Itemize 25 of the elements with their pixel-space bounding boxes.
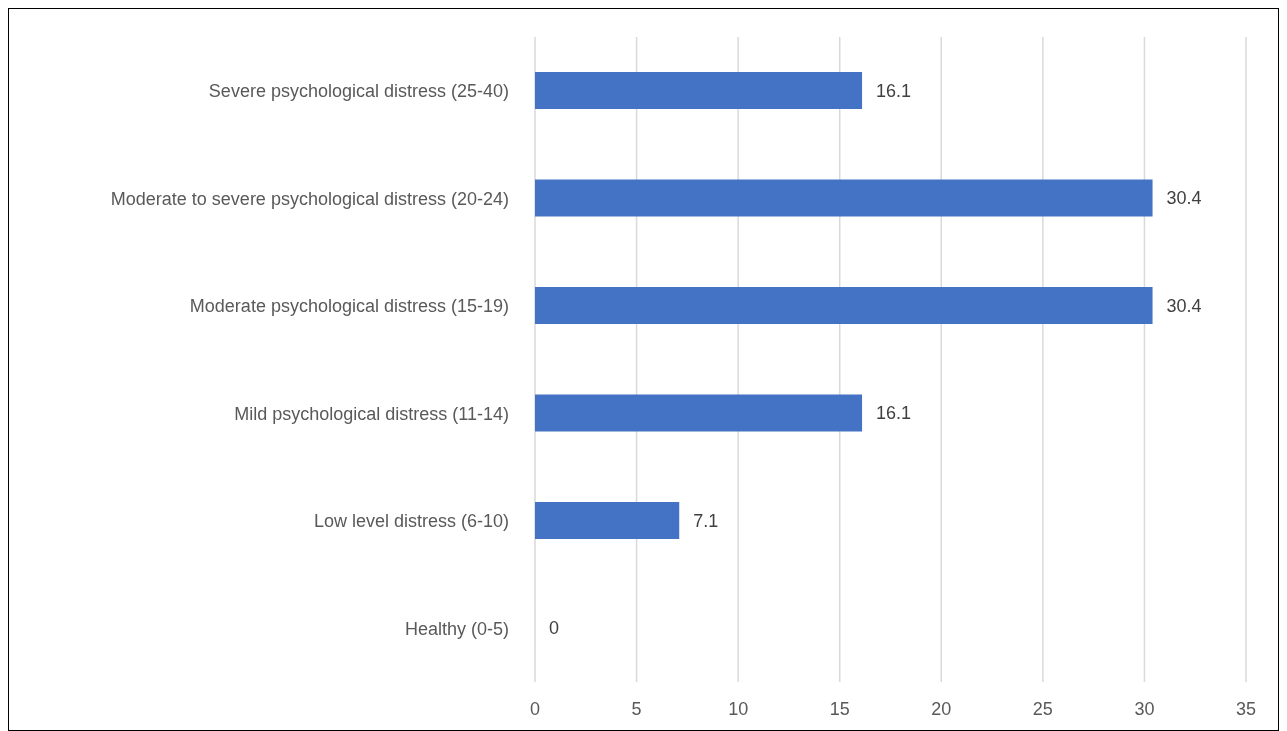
y-tick-label: Severe psychological distress (25-40): [208, 81, 509, 102]
y-tick-label: Mild psychological distress (11-14): [234, 403, 509, 424]
x-tick-label: 35: [1235, 698, 1257, 719]
x-tick-label: 20: [931, 698, 952, 719]
bar: [535, 502, 680, 539]
bar: [535, 287, 1153, 324]
x-tick-label: 5: [631, 698, 642, 719]
bar: [535, 179, 1153, 217]
bar: [535, 72, 863, 109]
x-tick-label: 10: [728, 698, 749, 719]
y-tick-label: Moderate psychological distress (15-19): [189, 296, 509, 317]
y-tick-label: Low level distress (6-10): [313, 511, 509, 532]
data-label: 16.1: [876, 80, 912, 101]
y-tick-label: Healthy (0-5): [404, 618, 509, 639]
data-label: 16.1: [876, 403, 912, 423]
data-label: 30.4: [1166, 295, 1202, 316]
x-tick-label: 0: [529, 698, 541, 719]
bar: [535, 394, 863, 432]
data-label: 30.4: [1166, 188, 1202, 208]
x-tick-label: 25: [1032, 698, 1053, 719]
data-label: 0: [549, 618, 560, 638]
x-tick-label: 30: [1134, 698, 1155, 719]
data-label: 7.1: [693, 510, 719, 531]
x-tick-label: 15: [829, 698, 850, 719]
y-tick-label: Moderate to severe psychological distress (20-24): [110, 188, 509, 209]
